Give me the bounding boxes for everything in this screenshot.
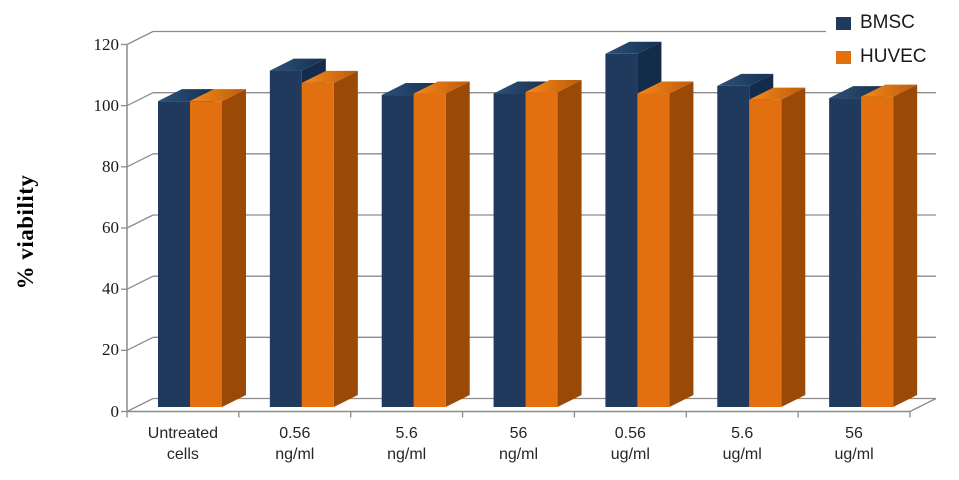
gridline-connector bbox=[126, 336, 154, 351]
legend-swatch-bmsc bbox=[836, 16, 851, 30]
bar-front-face bbox=[829, 98, 862, 407]
legend: BMSC HUVEC bbox=[826, 0, 959, 76]
y-tick-label: 20 bbox=[102, 340, 119, 360]
bar-side-face bbox=[557, 79, 582, 407]
bar-huvec-2 bbox=[413, 81, 470, 407]
bar-front-face bbox=[637, 93, 670, 407]
x-category-label: 5.6 ug/ml bbox=[722, 425, 762, 463]
bar-top-face bbox=[381, 83, 438, 96]
bar-front-face bbox=[605, 53, 638, 407]
bar-front-face bbox=[717, 85, 750, 407]
y-tick-label: 120 bbox=[93, 34, 120, 54]
bar-front-face bbox=[381, 95, 414, 408]
bar-front-face bbox=[190, 101, 222, 408]
bar-top-face bbox=[861, 84, 918, 97]
legend-item-bmsc: BMSC bbox=[836, 12, 959, 34]
bar-top-face bbox=[525, 79, 582, 92]
bar-front-face bbox=[749, 99, 782, 407]
bar-top-face bbox=[493, 81, 550, 94]
x-category-label: 5.6 ng/ml bbox=[387, 425, 427, 463]
bar-front-face bbox=[525, 91, 558, 407]
bar-top-face bbox=[829, 86, 886, 99]
bar-front-face bbox=[493, 93, 526, 407]
bar-front-face bbox=[413, 93, 446, 407]
bar-top-face bbox=[190, 89, 246, 102]
bar-front-face bbox=[861, 96, 894, 408]
bar-top-face bbox=[749, 87, 806, 100]
gridline-connector bbox=[126, 214, 154, 229]
legend-label: HUVEC bbox=[860, 46, 927, 67]
bar-huvec-3 bbox=[525, 79, 582, 407]
bar-top-face bbox=[269, 58, 326, 71]
x-category-label: 56 ug/ml bbox=[834, 425, 874, 463]
x-category-label: 0.56 ug/ml bbox=[610, 425, 650, 463]
y-tick-label: 0 bbox=[110, 401, 120, 421]
gridline-connector bbox=[126, 153, 154, 168]
bar-side-face bbox=[333, 70, 358, 408]
legend-label: BMSC bbox=[860, 12, 915, 33]
gridline-connector bbox=[126, 92, 154, 107]
y-tick-label: 60 bbox=[102, 218, 119, 237]
bar-side-face bbox=[222, 89, 246, 408]
bar-huvec-4 bbox=[637, 81, 694, 407]
bar-top-face bbox=[158, 89, 214, 102]
legend-item-huvec: HUVEC bbox=[836, 46, 959, 68]
bar-top-face bbox=[413, 81, 470, 94]
bar-top-face bbox=[717, 73, 774, 86]
bar-front-face bbox=[158, 101, 190, 408]
x-category-label: 56 ng/ml bbox=[498, 425, 539, 463]
bar-huvec-0 bbox=[190, 89, 246, 408]
gridline-connector bbox=[126, 397, 154, 413]
floor-right-edge bbox=[909, 397, 937, 413]
gridline-connector bbox=[126, 275, 154, 290]
y-tick-label: 40 bbox=[102, 279, 119, 299]
bar-front-face bbox=[269, 70, 302, 407]
bar-huvec-5 bbox=[749, 87, 806, 407]
x-category-label: Untreated cells bbox=[147, 425, 219, 463]
y-axis-title-text: % viability bbox=[13, 174, 38, 290]
bar-top-face bbox=[605, 41, 662, 54]
bar-side-face bbox=[893, 84, 918, 408]
bar-huvec-6 bbox=[861, 84, 918, 408]
bar-side-face bbox=[781, 87, 806, 407]
x-category-label: 0.56 ng/ml bbox=[275, 425, 315, 463]
y-tick-label: 80 bbox=[102, 156, 119, 176]
gridline-connector bbox=[126, 30, 154, 46]
bar-side-face bbox=[669, 81, 694, 407]
y-tick-label: 100 bbox=[93, 95, 120, 115]
bar-huvec-1 bbox=[301, 70, 358, 408]
legend-swatch-huvec bbox=[836, 50, 851, 64]
bar-side-face bbox=[445, 81, 470, 407]
bar-top-face bbox=[301, 70, 358, 83]
bar-top-face bbox=[637, 81, 694, 94]
bar-front-face bbox=[301, 82, 334, 408]
